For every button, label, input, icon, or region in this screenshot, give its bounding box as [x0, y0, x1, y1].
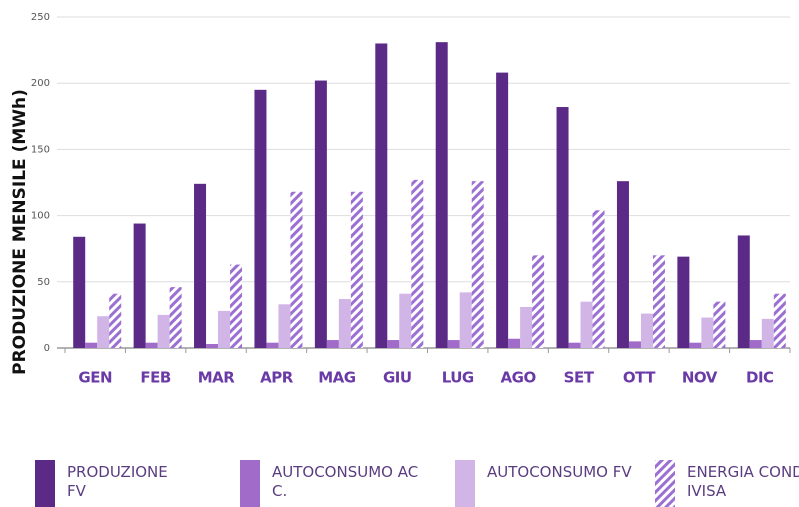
bar: [157, 314, 170, 348]
bar: [652, 255, 665, 348]
bar: [290, 191, 303, 348]
x-tick-label: MAG: [318, 369, 356, 387]
bar: [266, 342, 279, 348]
bar: [773, 293, 786, 348]
bar: [375, 43, 388, 348]
x-tick-label: LUG: [442, 369, 474, 387]
bar: [568, 342, 581, 348]
bar: [749, 340, 762, 348]
bar: [713, 301, 726, 348]
legend-label: AUTOCONSUMO FV: [487, 463, 632, 481]
bar: [556, 107, 569, 348]
bar: [194, 183, 207, 348]
legend-label: AUTOCONSUMO ACC.: [272, 463, 419, 500]
bar: [145, 342, 158, 348]
bar: [628, 341, 641, 348]
x-tick-label: FEB: [140, 369, 170, 387]
bar: [109, 293, 122, 348]
x-tick-label: AGO: [501, 369, 536, 387]
y-tick-label: 50: [37, 277, 50, 288]
legend-label: PRODUZIONE FV: [67, 463, 168, 500]
bar: [592, 210, 605, 348]
bar: [532, 255, 545, 348]
bar: [471, 181, 484, 348]
x-tick-label: GIU: [383, 369, 412, 387]
bar: [689, 342, 702, 348]
bar: [169, 287, 182, 348]
bar: [133, 223, 146, 348]
bar: [520, 306, 533, 348]
y-tick-label: 0: [44, 343, 50, 354]
bar: [435, 42, 448, 348]
y-tick-label: 200: [31, 78, 50, 89]
bar: [701, 317, 714, 348]
legend-swatch: [240, 460, 260, 507]
bar: [278, 304, 291, 348]
x-tick-label: SET: [564, 369, 595, 387]
bar: [761, 318, 774, 348]
x-tick-label: MAR: [198, 369, 236, 387]
bar: [206, 344, 219, 348]
x-tick-label: DIC: [746, 369, 774, 387]
bar: [314, 80, 327, 348]
bar: [338, 299, 351, 348]
x-tick-label: OTT: [623, 369, 656, 387]
bar: [580, 301, 593, 348]
bar: [399, 293, 412, 348]
bar: [411, 179, 424, 348]
y-tick-label: 100: [31, 211, 50, 222]
bar: [737, 235, 750, 348]
bar: [459, 292, 472, 348]
bar: [85, 342, 98, 348]
bar: [254, 89, 267, 348]
legend-swatch: [455, 460, 475, 507]
bar: [677, 256, 690, 348]
x-tick-label: NOV: [682, 369, 718, 387]
bar: [326, 340, 339, 348]
y-tick-label: 250: [31, 12, 50, 23]
bar: [616, 181, 629, 348]
bar: [97, 316, 110, 348]
legend-swatch: [655, 460, 675, 507]
bar: [230, 264, 243, 348]
legend-label: ENERGIA CONDIVISA: [687, 463, 799, 500]
x-tick-label: GEN: [78, 369, 112, 387]
bar: [350, 191, 363, 348]
y-tick-label: 150: [31, 144, 50, 155]
bar: [73, 236, 86, 348]
bar: [218, 310, 231, 348]
bar: [447, 340, 460, 348]
y-axis-label: PRODUZIONE MENSILE (MWh): [10, 89, 30, 375]
bar: [508, 338, 521, 348]
bar: [387, 340, 400, 348]
x-tick-label: APR: [260, 369, 294, 387]
bar: [640, 313, 653, 348]
legend-swatch: [35, 460, 55, 507]
bar: [496, 72, 509, 348]
